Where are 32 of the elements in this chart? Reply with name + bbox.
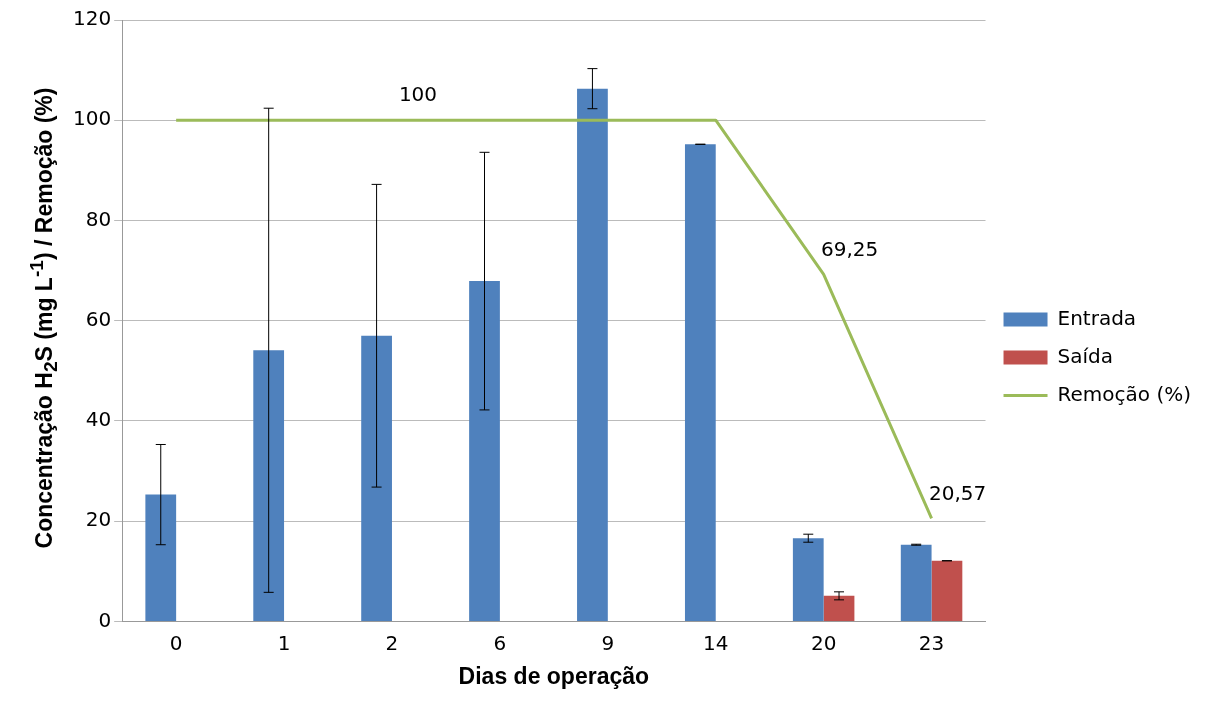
bar <box>145 494 177 621</box>
x-tick-label: 6 <box>493 630 507 655</box>
x-axis-title: Dias de operação <box>458 662 650 689</box>
y-tick-label: 0 <box>98 607 112 632</box>
x-tick-label: 14 <box>703 630 729 655</box>
x-tick-label: 20 <box>810 630 837 655</box>
x-tick-label: 1 <box>277 630 291 655</box>
y-tick-label: 80 <box>85 206 112 231</box>
y-tick-label: 60 <box>85 306 112 331</box>
data-label: 69,25 <box>821 236 879 261</box>
x-tick-label: 23 <box>918 630 945 655</box>
x-tick-label: 0 <box>169 630 183 655</box>
bar <box>823 595 855 621</box>
y-tick-label: 20 <box>85 507 112 532</box>
bar <box>684 144 716 621</box>
y-tick-label: 40 <box>85 407 112 432</box>
data-label: 20,57 <box>928 480 987 505</box>
legend-label: Saída <box>1057 343 1113 368</box>
y-tick-label: 120 <box>72 6 112 31</box>
x-tick-label: 2 <box>385 630 399 655</box>
x-tick-label: 9 <box>601 630 615 655</box>
bar <box>792 538 824 621</box>
bar <box>577 88 608 621</box>
data-label: 100 <box>398 82 438 107</box>
bar <box>469 281 500 621</box>
y-tick-label: 100 <box>72 106 112 131</box>
bar <box>253 350 285 621</box>
bar <box>361 335 392 621</box>
bar <box>931 560 963 621</box>
legend-label: Remoção (%) <box>1057 381 1192 406</box>
legend-label: Entrada <box>1057 305 1137 330</box>
bar <box>900 544 932 621</box>
